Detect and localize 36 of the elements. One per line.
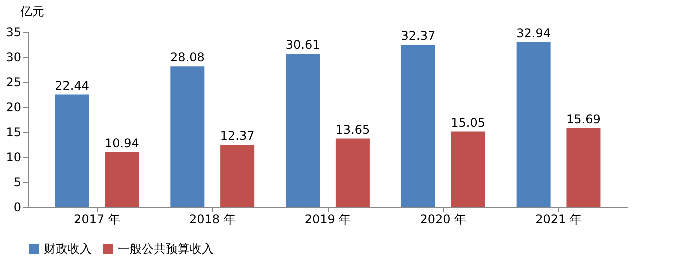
y-tick-label: 5 xyxy=(14,176,22,190)
bar xyxy=(401,45,436,207)
data-label: 13.65 xyxy=(336,122,370,137)
data-label: 12.37 xyxy=(220,129,255,144)
y-tick-label: 15 xyxy=(6,126,22,140)
bar xyxy=(286,54,320,207)
bar xyxy=(105,152,140,207)
data-label: 32.37 xyxy=(401,29,436,44)
y-tick-label: 25 xyxy=(6,76,22,90)
x-tick-label: 2019 年 xyxy=(304,212,352,226)
bar xyxy=(170,66,205,207)
data-label: 28.08 xyxy=(170,50,205,65)
y-tick-label: 30 xyxy=(6,50,22,64)
bar xyxy=(55,94,90,207)
data-label: 10.94 xyxy=(105,136,140,150)
x-tick-label: 2021 年 xyxy=(536,212,582,226)
data-label: 15.69 xyxy=(566,112,601,127)
x-tick-label: 2018 年 xyxy=(189,212,236,226)
data-label: 22.44 xyxy=(55,78,90,93)
data-label: 15.05 xyxy=(451,116,486,130)
y-tick-label: 10 xyxy=(6,150,22,164)
legend-label: 财政收入 xyxy=(44,242,92,256)
y-tick-label: 0 xyxy=(14,200,22,214)
bar xyxy=(220,145,255,207)
data-label: 32.94 xyxy=(516,26,551,40)
y-axis-title: 亿元 xyxy=(20,4,44,18)
y-tick-label: 35 xyxy=(6,26,22,40)
bar xyxy=(451,132,486,207)
y-tick-label: 20 xyxy=(6,100,22,114)
x-tick-label: 2017 年 xyxy=(74,212,120,226)
bar xyxy=(516,42,551,207)
bar xyxy=(336,138,370,207)
data-label: 30.61 xyxy=(286,38,320,52)
legend-label: 一般公共预算收入 xyxy=(118,242,214,256)
x-tick-label: 2020 年 xyxy=(420,212,467,226)
bar xyxy=(566,128,601,207)
